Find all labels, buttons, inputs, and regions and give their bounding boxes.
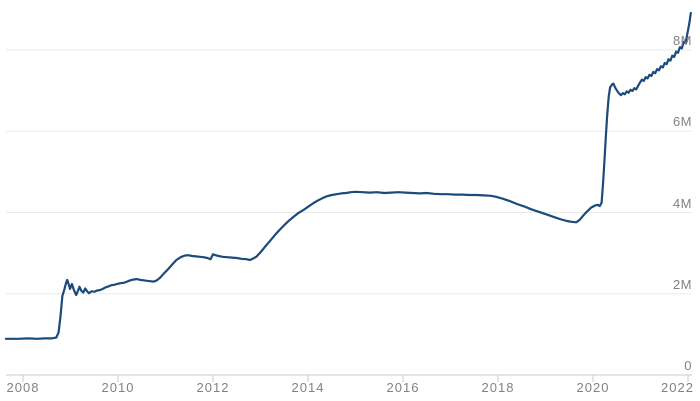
x-tick-label: 2012: [196, 380, 230, 395]
x-tick-label: 2022: [661, 380, 694, 395]
gridlines: [6, 49, 692, 295]
y-tick-label: 2M: [672, 276, 692, 292]
x-tick-label: 2020: [576, 380, 610, 395]
x-tick-label: 2018: [481, 380, 515, 395]
x-tick-label: 2016: [386, 380, 420, 395]
x-axis-ticks: [22, 375, 689, 382]
data-line: [4, 11, 692, 340]
y-tick-label: 0: [684, 358, 692, 373]
x-tick-label: 2008: [6, 380, 40, 395]
y-tick-label: 8M: [672, 33, 692, 48]
y-tick-label: 6M: [672, 114, 692, 130]
y-tick-label: 4M: [672, 195, 692, 211]
x-tick-label: 2010: [101, 380, 135, 395]
x-tick-label: 2014: [291, 380, 325, 395]
